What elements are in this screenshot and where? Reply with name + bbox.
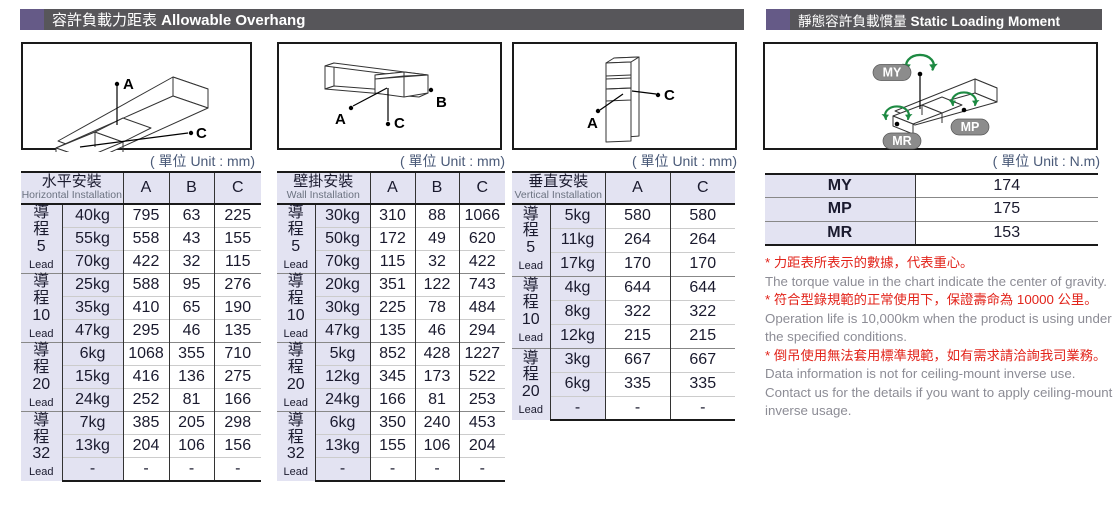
svg-text:A: A: [335, 111, 346, 128]
svg-text:MP: MP: [961, 120, 980, 134]
svg-text:MR: MR: [892, 134, 911, 148]
svg-text:C: C: [664, 87, 675, 104]
svg-text:C: C: [196, 125, 207, 142]
svg-text:C: C: [394, 115, 405, 132]
svg-text:MY: MY: [883, 66, 902, 80]
svg-text:B: B: [436, 94, 447, 111]
svg-text:A: A: [123, 76, 134, 93]
svg-text:A: A: [587, 115, 598, 132]
